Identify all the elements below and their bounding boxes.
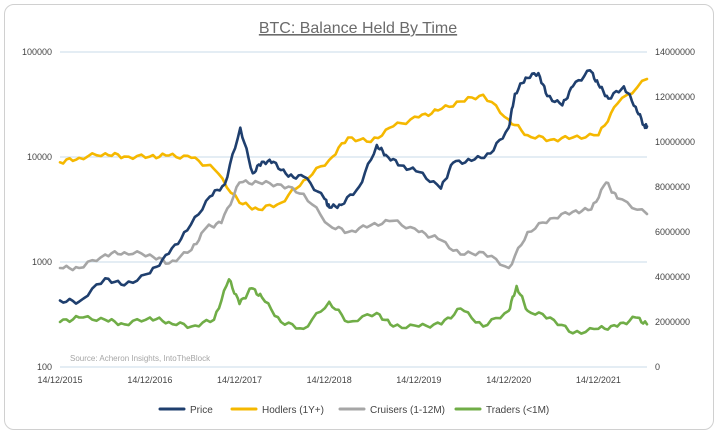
y-left-tick-1: 1000 [32, 257, 52, 267]
x-tick-5: 14/12/2020 [486, 375, 531, 385]
legend: Price Hodlers (1Y+) Cruisers (1-12M) Trader… [158, 405, 549, 416]
y-right-tick-4: 8000000 [655, 182, 690, 192]
y-left-tick-3: 100000 [22, 47, 52, 57]
series-line-0 [58, 69, 649, 305]
series-line-3 [58, 278, 649, 335]
x-tick-2: 14/12/2017 [217, 375, 262, 385]
y-axis-right: 0 2000000 4000000 6000000 8000000 10000000 120… [655, 47, 695, 372]
legend-label-1: Hodlers (1Y+) [262, 405, 324, 416]
y-right-tick-0: 0 [655, 362, 660, 372]
y-left-tick-2: 10000 [27, 152, 52, 162]
legend-label-3: Traders (<1M) [486, 405, 549, 416]
y-right-tick-2: 4000000 [655, 272, 690, 282]
y-right-tick-5: 10000000 [655, 137, 695, 147]
y-right-tick-7: 14000000 [655, 47, 695, 57]
y-right-tick-6: 12000000 [655, 92, 695, 102]
x-axis: 14/12/2015 14/12/2016 14/12/2017 14/12/2018… [37, 375, 620, 385]
x-tick-4: 14/12/2019 [396, 375, 441, 385]
source-note: Source: Acheron Insights, IntoTheBlock [70, 354, 211, 363]
y-axis-left: 100 1000 10000 100000 [22, 47, 52, 372]
series-line-1 [58, 77, 649, 212]
x-tick-0: 14/12/2015 [37, 375, 82, 385]
legend-label-0: Price [190, 405, 213, 416]
chart-title: BTC: Balance Held By Time [259, 20, 457, 37]
y-right-tick-1: 2000000 [655, 317, 690, 327]
x-tick-6: 14/12/2021 [576, 375, 621, 385]
y-right-tick-3: 6000000 [655, 227, 690, 237]
series-lines [58, 69, 649, 335]
x-tick-3: 14/12/2018 [307, 375, 352, 385]
x-tick-1: 14/12/2016 [127, 375, 172, 385]
legend-label-2: Cruisers (1-12M) [370, 405, 445, 416]
y-left-tick-0: 100 [37, 362, 52, 372]
chart-frame [4, 4, 714, 430]
